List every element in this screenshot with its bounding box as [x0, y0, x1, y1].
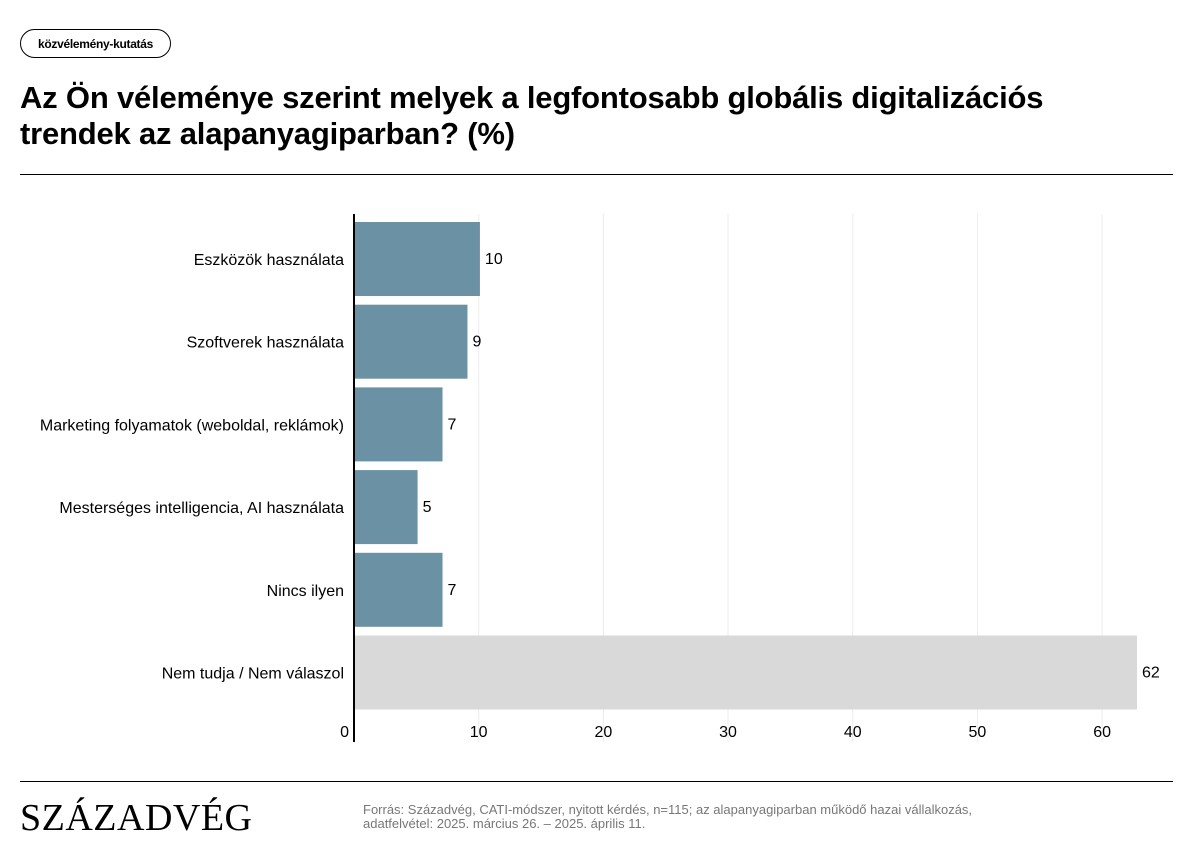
x-tick-label: 50 [969, 724, 987, 741]
x-tick-label: 60 [1093, 724, 1111, 741]
bar [354, 470, 418, 545]
source-line-2: adatfelvétel: 2025. március 26. – 2025. … [363, 816, 646, 831]
category-label: Mesterséges intelligencia, AI használata [59, 500, 344, 517]
category-tag: közvélemény-kutatás [20, 29, 171, 58]
value-label: 7 [448, 416, 457, 433]
top-divider [20, 174, 1173, 175]
category-label: Eszközök használata [194, 252, 344, 269]
category-label: Nincs ilyen [267, 583, 344, 600]
value-label: 9 [472, 334, 481, 351]
value-label: 5 [423, 499, 432, 516]
bars [354, 222, 1137, 710]
bar [354, 552, 443, 627]
bar [354, 387, 443, 462]
source-line-1: Forrás: Századvég, CATI-módszer, nyitott… [363, 802, 973, 817]
category-label: Marketing folyamatok (weboldal, reklámok… [40, 417, 344, 434]
source-note: Forrás: Századvég, CATI-módszer, nyitott… [363, 803, 1163, 831]
x-tick-label: 30 [719, 724, 737, 741]
bar [354, 222, 480, 296]
value-label: 62 [1142, 665, 1160, 682]
x-tick-labels: 0 10 20 30 40 50 60 [340, 724, 1111, 741]
bar [354, 635, 1137, 710]
category-labels: Eszközök használata Szoftverek használata… [40, 252, 344, 683]
bar [354, 304, 468, 379]
x-tick-label: 0 [340, 724, 349, 741]
chart-title: Az Ön véleménye szerint melyek a legfont… [20, 80, 1044, 151]
x-tick-label: 40 [844, 724, 862, 741]
bar-chart: Eszközök használata Szoftverek használata… [40, 214, 1160, 742]
value-label: 7 [448, 582, 457, 599]
bottom-divider [20, 781, 1173, 782]
category-label: Szoftverek használata [187, 335, 345, 352]
value-labels: 10 9 7 5 7 62 [423, 251, 1160, 682]
x-tick-label: 20 [594, 724, 612, 741]
category-label: Nem tudja / Nem válaszol [162, 666, 344, 683]
value-label: 10 [485, 251, 503, 268]
x-tick-label: 10 [470, 724, 488, 741]
brand-logo: SZÁZADVÉG [20, 797, 253, 839]
